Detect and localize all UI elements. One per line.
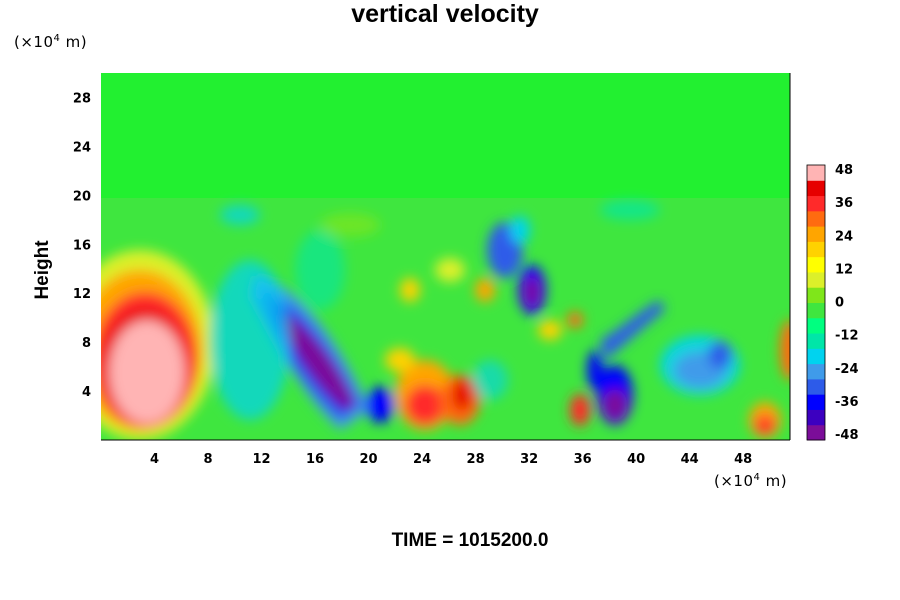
colorbar-segment bbox=[807, 394, 825, 410]
colorbar-segment bbox=[807, 424, 825, 441]
colorbar-tick-label: -48 bbox=[835, 428, 859, 443]
colorbar-segment bbox=[807, 302, 825, 319]
y-tick-label: 12 bbox=[73, 287, 91, 302]
x-tick-label: 4 bbox=[150, 452, 159, 467]
colorbar-frame bbox=[806, 164, 826, 441]
y-axis: 4 8 12 16 20 24 28 bbox=[73, 91, 91, 400]
colorbar-segment bbox=[807, 378, 825, 395]
colorbar-tick-label: 24 bbox=[835, 229, 853, 244]
x-tick-label: 36 bbox=[574, 452, 592, 467]
colorbar-tick-label: 12 bbox=[835, 262, 853, 277]
colorbar-segment bbox=[807, 271, 825, 288]
colorbar-segment bbox=[807, 409, 825, 426]
colorbar-segment bbox=[807, 226, 825, 242]
x-tick-label: 48 bbox=[734, 452, 752, 467]
colorbar-segment bbox=[807, 348, 825, 365]
colorbar-tick-label: 36 bbox=[835, 196, 853, 211]
colorbar-segment bbox=[807, 241, 825, 258]
x-tick-label: 44 bbox=[681, 452, 699, 467]
chart-title: vertical velocity bbox=[351, 0, 539, 28]
colorbar-tick-label: 0 bbox=[835, 296, 844, 311]
y-tick-label: 16 bbox=[73, 238, 91, 253]
colorbar-tick-label: -12 bbox=[835, 329, 859, 344]
time-label: TIME = 1015200.0 bbox=[391, 530, 549, 551]
colorbar-segment bbox=[807, 195, 825, 212]
colorbar-tick-label: -36 bbox=[835, 395, 859, 410]
colorbar-segment bbox=[807, 317, 825, 334]
colorbar-tick-label: -24 bbox=[835, 362, 859, 377]
x-tick-label: 28 bbox=[467, 452, 485, 467]
x-tick-label: 40 bbox=[627, 452, 645, 467]
x-unit-label: (×104 m) bbox=[714, 472, 788, 490]
y-tick-label: 24 bbox=[73, 140, 91, 155]
x-tick-label: 20 bbox=[360, 452, 378, 467]
colorbar-segment bbox=[807, 180, 825, 197]
x-tick-label: 8 bbox=[204, 452, 213, 467]
x-tick-label: 24 bbox=[413, 452, 431, 467]
colorbar-segment bbox=[807, 210, 825, 227]
y-tick-label: 4 bbox=[82, 385, 91, 400]
y-unit-label: (×104 m) bbox=[14, 33, 88, 51]
colorbar-segment bbox=[807, 287, 825, 303]
y-tick-label: 8 bbox=[82, 336, 91, 351]
contour-field bbox=[101, 73, 790, 440]
colorbar-segment bbox=[807, 165, 825, 181]
colorbar-tick-label: 48 bbox=[835, 163, 853, 178]
y-tick-label: 20 bbox=[73, 189, 91, 204]
colorbar-segment bbox=[807, 333, 825, 349]
x-tick-label: 12 bbox=[252, 452, 270, 467]
x-tick-label: 16 bbox=[306, 452, 324, 467]
colorbar-segment bbox=[807, 256, 825, 273]
colorbar-segment bbox=[807, 363, 825, 380]
x-axis: 4 8 12 16 20 24 28 32 36 40 44 48 bbox=[150, 452, 752, 467]
colorbar: 48 36 24 12 0 -12 -24 -36 -48 bbox=[806, 163, 859, 443]
x-tick-label: 32 bbox=[520, 452, 538, 467]
y-tick-label: 28 bbox=[73, 91, 91, 106]
